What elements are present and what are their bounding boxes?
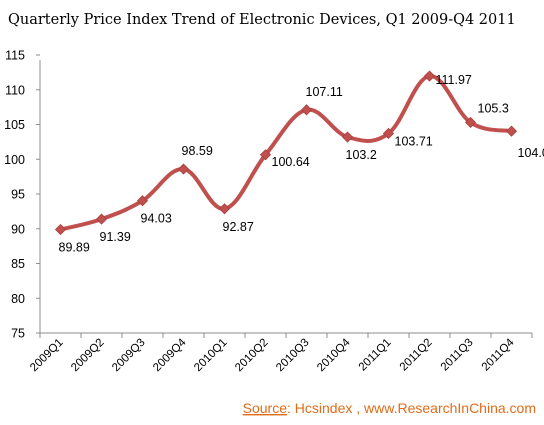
data-point <box>300 104 313 116</box>
data-label: 104.04 <box>518 146 544 160</box>
data-label: 94.03 <box>141 212 172 226</box>
data-point <box>177 163 190 175</box>
data-point <box>341 131 354 143</box>
x-tick-label: 2011Q2 <box>398 337 435 374</box>
data-point <box>505 125 518 137</box>
x-tick-label: 2011Q3 <box>439 337 476 374</box>
y-tick-label: 95 <box>11 188 25 202</box>
x-tick-label: 2010Q2 <box>233 337 270 374</box>
data-label: 105.3 <box>478 101 509 115</box>
data-point <box>464 116 477 128</box>
x-tick-label: 2009Q2 <box>69 337 106 374</box>
source-prefix: Source <box>243 400 288 416</box>
data-point <box>259 149 272 161</box>
data-label: 98.59 <box>182 144 213 158</box>
y-tick-label: 100 <box>4 153 25 167</box>
x-axis-ticks: 2009Q1 2009Q2 2009Q3 2009Q4 2010Q1 2010Q2 2010… <box>28 333 533 374</box>
x-tick-label: 2009Q1 <box>28 337 65 374</box>
data-point <box>95 213 108 225</box>
data-label: 92.87 <box>223 220 254 234</box>
data-point <box>218 203 231 215</box>
data-label: 111.97 <box>436 73 472 87</box>
data-label: 89.89 <box>59 241 90 255</box>
data-point <box>136 195 149 207</box>
x-tick-label: 2010Q3 <box>274 337 311 374</box>
y-tick-label: 75 <box>11 327 25 341</box>
y-axis-ticks: 75 80 85 90 95 100 105 110 115 <box>4 49 40 341</box>
data-point <box>382 127 395 140</box>
chart-title: Quarterly Price Index Trend of Electroni… <box>8 12 516 28</box>
x-tick-label: 2011Q4 <box>480 336 517 373</box>
x-tick-label: 2009Q3 <box>110 337 147 374</box>
x-tick-label: 2011Q1 <box>357 337 394 374</box>
y-tick-label: 90 <box>11 222 25 236</box>
data-point <box>423 70 436 82</box>
x-tick-label: 2009Q4 <box>151 336 189 374</box>
data-label: 107.11 <box>306 85 343 99</box>
data-label: 103.2 <box>346 148 377 162</box>
y-tick-label: 80 <box>11 292 25 306</box>
series-price-index <box>54 70 518 236</box>
x-tick-label: 2010Q4 <box>315 336 353 374</box>
y-tick-label: 105 <box>4 118 25 132</box>
series-line <box>58 74 514 232</box>
y-tick-label: 115 <box>5 49 25 63</box>
x-tick-label: 2010Q1 <box>192 337 229 374</box>
data-label: 91.39 <box>100 230 131 244</box>
data-point <box>54 223 67 236</box>
data-label: 100.64 <box>272 155 310 169</box>
data-labels: 89.89 91.39 94.03 98.59 92.87 100.64 107.11 103… <box>59 73 544 254</box>
source-text: : Hcsindex , www.ResearchInChina.com <box>287 400 536 416</box>
y-tick-label: 110 <box>5 83 25 97</box>
data-label: 103.71 <box>395 134 433 148</box>
source-note: Source: Hcsindex , www.ResearchInChina.c… <box>243 400 536 416</box>
y-tick-label: 85 <box>11 257 25 271</box>
